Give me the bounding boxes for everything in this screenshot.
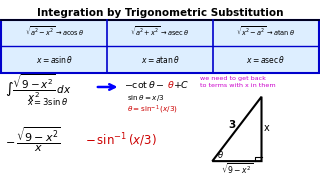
Text: $\theta$: $\theta$ bbox=[217, 149, 224, 160]
Text: $x = a\sin\theta$: $x = a\sin\theta$ bbox=[36, 54, 73, 65]
Text: $-\,\dfrac{\sqrt{9-x^2}}{x}$: $-\,\dfrac{\sqrt{9-x^2}}{x}$ bbox=[4, 126, 60, 154]
Text: $-\,\sin^{-1}(x/3)$: $-\,\sin^{-1}(x/3)$ bbox=[85, 131, 157, 149]
Bar bbox=[1, 20, 319, 73]
Text: 3: 3 bbox=[228, 120, 236, 130]
Text: $\sqrt{9-x^2}$: $\sqrt{9-x^2}$ bbox=[221, 161, 253, 177]
Text: $\sin\theta = x/3$: $\sin\theta = x/3$ bbox=[127, 93, 164, 103]
Text: $\int \dfrac{\sqrt{9-x^2}}{x^2}\,dx$: $\int \dfrac{\sqrt{9-x^2}}{x^2}\,dx$ bbox=[4, 72, 71, 104]
Text: $x = a\tan\theta$: $x = a\tan\theta$ bbox=[140, 54, 180, 65]
Text: $+ C$: $+ C$ bbox=[173, 79, 189, 90]
Text: $-\cot\theta -$: $-\cot\theta -$ bbox=[124, 79, 164, 90]
Text: $\theta$: $\theta$ bbox=[167, 79, 175, 90]
Text: Integration by Trigonometric Substitution: Integration by Trigonometric Substitutio… bbox=[37, 8, 283, 18]
Text: x: x bbox=[264, 123, 269, 134]
Text: $\theta = \sin^{-1}(x/3)$: $\theta = \sin^{-1}(x/3)$ bbox=[127, 104, 178, 116]
Text: $\sqrt{a^2 - x^2} \rightarrow a\cos\theta$: $\sqrt{a^2 - x^2} \rightarrow a\cos\thet… bbox=[25, 25, 84, 39]
Text: $x = 3\sin\theta$: $x = 3\sin\theta$ bbox=[27, 96, 68, 107]
Text: $x = a\sec\theta$: $x = a\sec\theta$ bbox=[246, 54, 285, 65]
Text: $\sqrt{a^2 + x^2} \rightarrow a\sec\theta$: $\sqrt{a^2 + x^2} \rightarrow a\sec\thet… bbox=[130, 25, 190, 39]
Text: $\sqrt{x^2 - a^2} \rightarrow a\tan\theta$: $\sqrt{x^2 - a^2} \rightarrow a\tan\thet… bbox=[236, 25, 295, 39]
Text: we need to get back
to terms with x in them: we need to get back to terms with x in t… bbox=[200, 76, 275, 88]
